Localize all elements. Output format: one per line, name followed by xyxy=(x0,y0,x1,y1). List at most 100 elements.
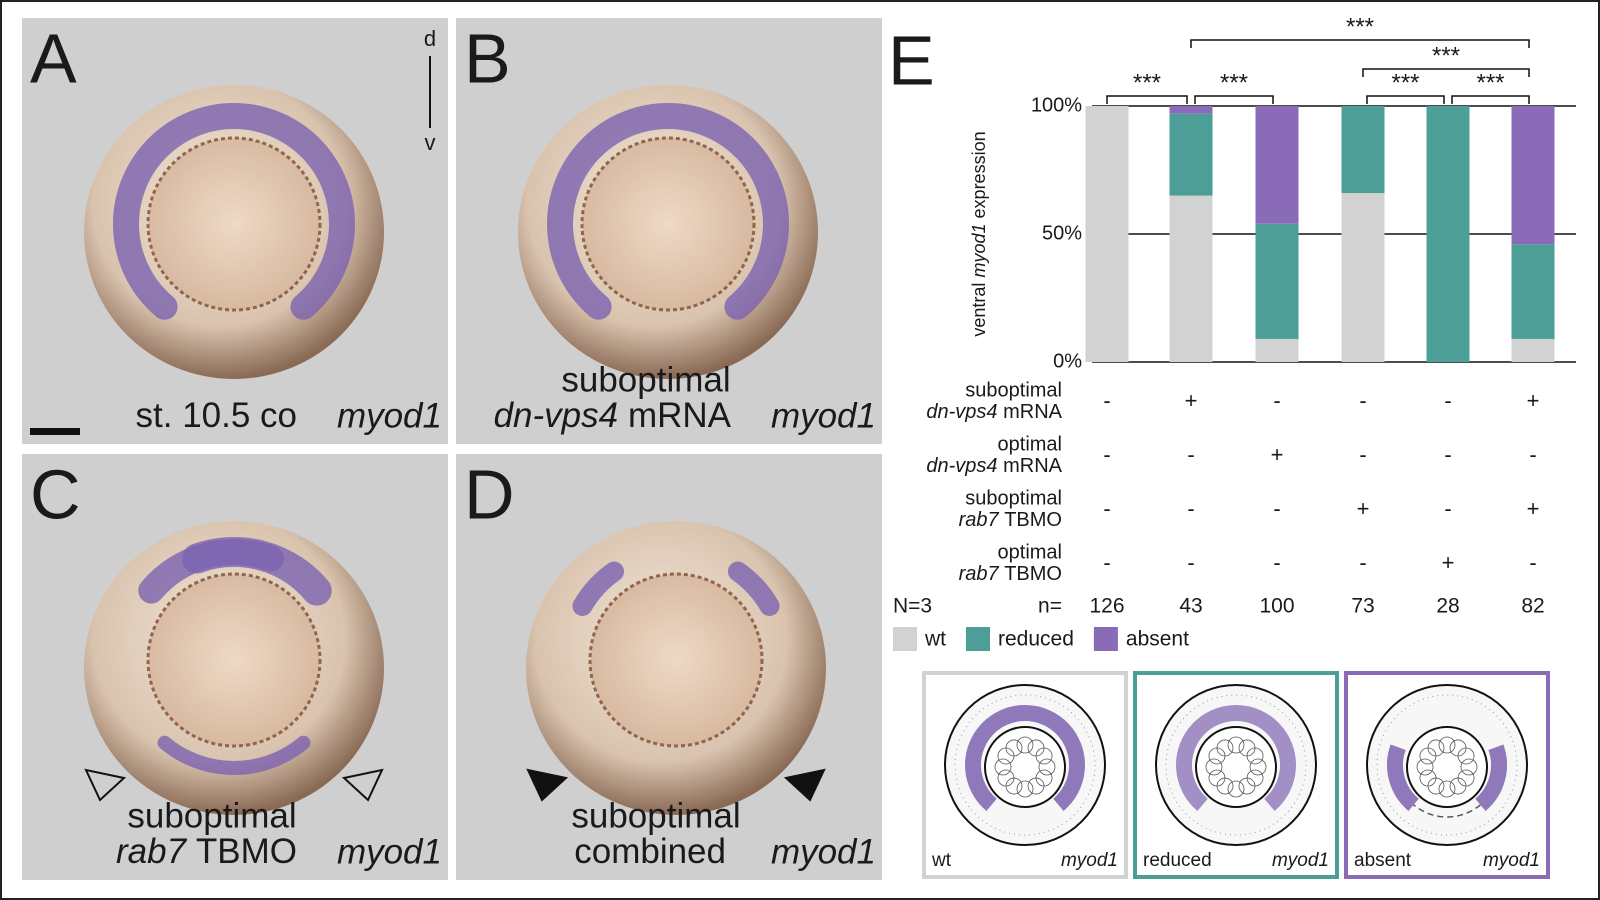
treatment-mark: - xyxy=(1529,550,1536,575)
significance-label: *** xyxy=(1220,69,1248,96)
legend-label: absent xyxy=(1126,628,1189,651)
treatment-name: dn-vps4 mRNA xyxy=(926,401,1062,423)
gene-label: myod1 xyxy=(337,396,442,435)
significance-label: *** xyxy=(1133,69,1161,96)
yolk-cell xyxy=(1227,780,1245,798)
caption-line: suboptimal xyxy=(561,360,730,399)
treatment-line: optimal xyxy=(998,541,1062,563)
yolk-cell xyxy=(1246,747,1264,765)
schematic-yolk xyxy=(984,726,1066,808)
caption: dn-vps4 mRNA xyxy=(494,396,732,435)
treatment-name-part: dn-vps4 xyxy=(926,455,997,477)
chart: E 0% 50% 100% ventral myod1 expression *** *** **… xyxy=(888,13,1576,651)
myod1-stain xyxy=(113,103,355,320)
n-value: 73 xyxy=(1351,595,1374,618)
panel-letter: E xyxy=(888,21,935,99)
legend-label: reduced xyxy=(998,628,1074,651)
treatment-name: rab7 TBMO xyxy=(959,563,1062,585)
treatment-mark: - xyxy=(1103,496,1110,521)
treatment-mark: - xyxy=(1359,550,1366,575)
schematic-dots xyxy=(954,694,1096,836)
arrowhead xyxy=(526,768,569,802)
yolk xyxy=(146,572,322,748)
schematic-yolk xyxy=(1195,726,1277,808)
schematic-label: wt xyxy=(931,850,952,871)
treatment-mark: - xyxy=(1444,388,1451,413)
significance-bracket xyxy=(1366,95,1445,104)
significance-bracket xyxy=(1106,95,1188,104)
arrowhead xyxy=(84,768,127,802)
treatment-mark: - xyxy=(1273,388,1280,413)
yolk-cell xyxy=(1249,758,1267,776)
treatment-mark: + xyxy=(1185,388,1198,413)
myod1-stain xyxy=(547,103,789,320)
treatment-line: suboptimal xyxy=(965,379,1062,401)
schematic-stain xyxy=(1176,705,1296,811)
yolk-cell xyxy=(1016,736,1034,754)
bar-segment xyxy=(1085,106,1129,362)
N-label: N=3 xyxy=(893,595,932,618)
myod1-stain xyxy=(182,537,332,606)
legend-swatch xyxy=(966,627,990,651)
treatment-name-part: rab7 xyxy=(959,563,1000,585)
caption-part: dn-vps4 xyxy=(494,396,619,435)
schematic-dash xyxy=(1413,804,1481,818)
schematic-stain xyxy=(1474,744,1507,811)
n-value: 100 xyxy=(1259,595,1294,618)
y-axis-label: ventral myod1 expression xyxy=(969,131,989,336)
legend-swatch xyxy=(1093,627,1118,651)
treatment-name-part: rab7 xyxy=(959,509,1000,531)
yolk-cell xyxy=(1449,777,1467,795)
caption-part: combined xyxy=(574,832,726,871)
yolk-cell xyxy=(1005,739,1023,757)
arrowhead xyxy=(783,768,826,802)
y-tick-label: 100% xyxy=(1031,94,1082,116)
treatment-mark: - xyxy=(1359,388,1366,413)
caption-part: st. 10.5 co xyxy=(136,396,297,435)
significance-label: *** xyxy=(1391,69,1419,96)
axis-ventral: v xyxy=(425,130,436,155)
axis-dorsal: d xyxy=(424,26,436,51)
yolk-cell xyxy=(997,769,1015,787)
yolk-cell xyxy=(1427,739,1445,757)
bar-segment xyxy=(1169,195,1213,362)
yolk-cell xyxy=(1460,758,1478,776)
bar-segment xyxy=(1169,113,1213,196)
yolk-cell xyxy=(1419,769,1437,787)
schematic-label: absent xyxy=(1354,850,1412,871)
n-value: 43 xyxy=(1179,595,1202,618)
myod1-stain xyxy=(727,561,780,616)
yolk xyxy=(588,572,764,748)
treatment-mark: + xyxy=(1357,496,1370,521)
treatment-name-part: dn-vps4 xyxy=(926,401,997,423)
treatment-name-part: TBMO xyxy=(1004,509,1062,531)
treatment-mark: - xyxy=(1103,442,1110,467)
n-value: 126 xyxy=(1089,595,1124,618)
panel-letter: C xyxy=(30,455,81,533)
significance-bracket xyxy=(1451,95,1530,104)
schematic-gene: myod1 xyxy=(1061,850,1118,871)
treatment-name: dn-vps4 mRNA xyxy=(926,455,1062,477)
yolk-cell xyxy=(1438,736,1456,754)
treatment-name-part: TBMO xyxy=(1004,563,1062,585)
schematic-yolk xyxy=(1406,726,1488,808)
significance-bracket xyxy=(1190,39,1530,48)
caption: rab7 TBMO xyxy=(116,832,297,871)
y-axis-label-part: expression xyxy=(969,131,989,218)
schematics: wt myod1 reduced myod1 absent myod1 xyxy=(922,671,1550,879)
treatment-mark: - xyxy=(1103,550,1110,575)
yolk xyxy=(580,136,756,312)
treatment-mark: - xyxy=(1444,442,1451,467)
bar-segment xyxy=(1426,106,1470,362)
treatment-name-part: mRNA xyxy=(1003,455,1063,477)
treatment-mark: - xyxy=(1529,442,1536,467)
n-value: 82 xyxy=(1521,595,1544,618)
caption-part: rab7 xyxy=(116,832,188,871)
bar-segment xyxy=(1511,106,1555,245)
significance-label: *** xyxy=(1476,69,1504,96)
treatment-line: suboptimal xyxy=(965,487,1062,509)
schematic-stain xyxy=(1387,744,1420,811)
